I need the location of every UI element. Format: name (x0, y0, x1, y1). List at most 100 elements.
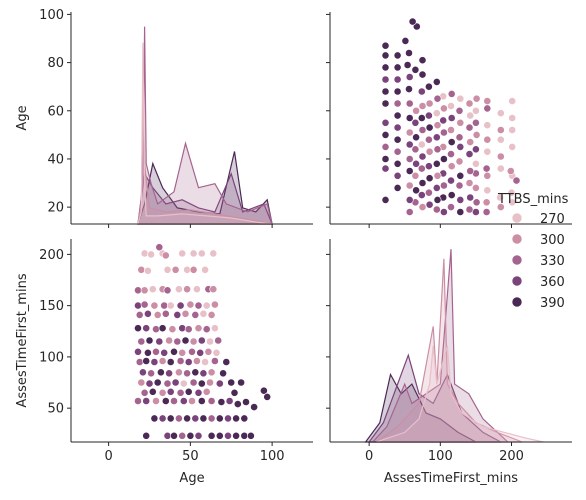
point-bottom-left-118 (263, 392, 272, 401)
point-bottom-left-80 (176, 357, 185, 365)
point-top-right-25 (483, 97, 492, 105)
point-top-right-89 (424, 162, 433, 171)
point-bottom-left-123 (170, 397, 178, 405)
point-bottom-left-53 (202, 325, 211, 334)
assestime-x-tick-label: 100 (428, 449, 453, 464)
point-bottom-left-131 (242, 398, 250, 406)
point-top-right-65 (439, 208, 448, 216)
point-top-right-46 (456, 195, 465, 204)
point-top-right-57 (447, 176, 455, 185)
point-top-right-124 (405, 140, 414, 149)
point-top-right-71 (439, 128, 448, 137)
point-top-right-153 (381, 75, 390, 84)
legend-label-300: 300 (540, 233, 565, 248)
point-top-right-11 (496, 135, 505, 144)
point-top-right-146 (381, 164, 390, 173)
point-top-right-38 (465, 179, 474, 187)
point-top-right-67 (439, 181, 448, 190)
point-top-right-4 (508, 126, 517, 134)
assestime-x-tick-label: 200 (499, 449, 524, 464)
point-bottom-left-76 (142, 357, 151, 365)
point-top-right-105 (417, 87, 426, 96)
point-bottom-left-128 (217, 398, 226, 406)
point-bottom-left-155 (240, 431, 249, 440)
point-bottom-left-37 (143, 309, 152, 318)
point-bottom-left-51 (184, 325, 193, 334)
point-bottom-left-125 (188, 397, 196, 405)
point-top-right-122 (405, 167, 414, 175)
point-top-right-96 (418, 203, 427, 211)
point-top-right-145 (381, 195, 390, 204)
point-bottom-left-136 (174, 414, 183, 423)
point-bottom-left-77 (150, 358, 159, 366)
point-top-right-82 (433, 121, 442, 130)
point-bottom-left-122 (161, 397, 170, 405)
point-bottom-left-111 (166, 387, 175, 396)
assestime-x-tick-label: 0 (365, 449, 373, 464)
point-bottom-left-22 (183, 285, 191, 294)
point-bottom-left-92 (191, 368, 200, 377)
point-bottom-left-137 (183, 414, 191, 423)
axes-decorations: 20 40 60 80 100 50 100 150 200 0 50 100 0 100 200 Age As… (15, 8, 572, 486)
point-top-right-58 (447, 162, 456, 171)
point-top-right-140 (393, 99, 402, 108)
y-axis-label-assestime: AssesTimeFirst_mins (15, 273, 30, 407)
point-bottom-left-101 (179, 379, 188, 388)
point-top-right-49 (455, 157, 464, 166)
point-bottom-left-43 (199, 309, 208, 318)
point-top-right-143 (393, 63, 402, 72)
point-bottom-left-139 (199, 414, 208, 423)
point-top-right-98 (418, 179, 427, 187)
point-top-right-44 (465, 99, 474, 108)
legend: TTBS_mins 270 300 330 360 390 (497, 192, 569, 311)
point-bottom-left-8 (143, 266, 152, 275)
point-bottom-left-63 (206, 337, 214, 346)
panel-age-density (137, 26, 273, 225)
point-top-right-100 (418, 152, 427, 161)
point-bottom-left-64 (214, 336, 223, 345)
point-bottom-left-27 (140, 300, 149, 309)
point-top-right-152 (381, 87, 390, 96)
point-bottom-left-109 (148, 387, 157, 396)
point-top-right-10 (496, 152, 505, 161)
point-top-right-91 (424, 135, 433, 144)
point-bottom-left-69 (170, 347, 178, 356)
point-top-right-131 (405, 49, 413, 57)
point-bottom-left-0 (140, 249, 149, 258)
point-bottom-left-25 (209, 285, 218, 294)
point-top-right-8 (496, 193, 504, 202)
point-top-right-75 (432, 205, 441, 214)
point-bottom-left-119 (134, 397, 142, 405)
point-top-right-109 (412, 186, 420, 195)
assestime-y-tick-label: 150 (39, 299, 64, 314)
point-bottom-left-66 (143, 348, 152, 357)
kde-age-390 (137, 151, 273, 225)
point-bottom-left-135 (166, 414, 175, 423)
point-bottom-left-152 (215, 431, 224, 440)
point-bottom-left-87 (147, 369, 155, 378)
point-top-right-15 (506, 167, 515, 175)
point-top-right-128 (405, 85, 413, 93)
legend-marker-300 (511, 233, 523, 245)
point-bottom-left-110 (158, 388, 167, 397)
point-top-right-156 (381, 41, 390, 50)
point-bottom-left-18 (148, 285, 157, 294)
point-top-right-119 (405, 208, 414, 216)
point-top-right-20 (482, 164, 491, 173)
point-top-right-94 (425, 99, 434, 108)
point-bottom-left-105 (215, 379, 224, 388)
point-bottom-left-30 (166, 301, 175, 310)
x-axis-label-age: Age (179, 471, 204, 486)
point-top-right-125 (405, 128, 414, 137)
legend-title: TTBS_mins (497, 192, 569, 207)
legend-marker-390 (511, 296, 523, 308)
point-top-right-114 (411, 118, 420, 127)
point-bottom-left-5 (197, 249, 206, 258)
point-top-right-35 (472, 94, 481, 103)
point-top-right-0 (508, 198, 517, 207)
point-top-right-51 (455, 133, 464, 142)
point-bottom-left-100 (171, 378, 180, 387)
point-bottom-left-132 (250, 403, 258, 411)
age-y-tick-label: 60 (47, 104, 64, 119)
point-bottom-left-23 (192, 285, 201, 294)
